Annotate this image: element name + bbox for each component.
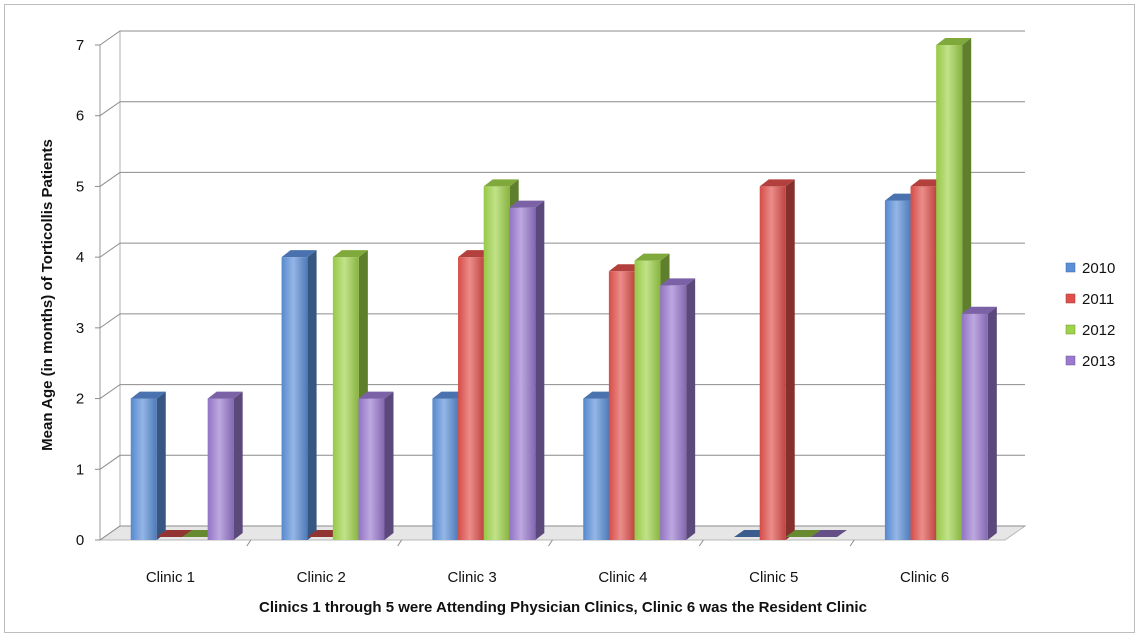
y-axis-label: Mean Age (in months) of Torticollis Pati… [39,139,56,451]
gridline [99,454,1025,470]
y-tick-label: 3 [76,320,84,337]
gridline [99,171,1025,187]
legend-item-2013: 2013 [1065,353,1115,370]
x-tick-label: Clinic 5 [749,569,798,586]
gridline [99,525,1025,541]
y-tick-label: 5 [76,178,84,195]
x-tick-label: Clinic 2 [297,569,346,586]
x-tick-mark [246,539,252,547]
legend-item-2011: 2011 [1065,291,1114,308]
legend-swatch [1065,293,1076,304]
bar-clinic-1-2011 [156,530,193,537]
bar-clinic-5-2013 [811,530,847,537]
x-tick-mark [698,539,704,547]
legend-label: 2012 [1082,322,1115,339]
gridline [99,313,1025,329]
bar-clinic-3-2013 [509,200,545,540]
x-tick-mark [397,539,403,547]
bar-clinic-4-2013 [660,278,696,540]
y-tick-label: 1 [76,461,84,478]
legend-item-2010: 2010 [1065,260,1115,277]
legend-label: 2011 [1082,291,1114,308]
legend-label: 2013 [1082,353,1115,370]
legend-swatch [1065,262,1076,273]
bar-clinic-2-2010 [281,250,317,540]
bar-clinic-6-2013 [961,306,997,540]
gridline [99,384,1025,399]
x-tick-label: Clinic 4 [598,569,647,586]
x-tick-mark [548,539,553,547]
y-tick-labels: 0 1 2 3 4 5 6 7 [76,37,84,549]
legend-swatch [1065,355,1076,366]
y-tick-label: 7 [76,37,84,54]
x-tick-labels: Clinic 1 Clinic 2 Clinic 3 Clinic 4 Clinic 5… [146,539,949,586]
x-tick-label: Clinic 3 [447,569,496,586]
gridline [99,30,1025,46]
legend-item-2012: 2012 [1065,322,1115,339]
legend-label: 2010 [1082,260,1115,277]
gridlines [95,30,1025,541]
bar-clinic-5-2011 [759,179,795,540]
gridline [99,101,1025,117]
bar-clinic-2-2013 [358,391,394,540]
y-tick-label: 0 [76,532,84,549]
x-tick-label: Clinic 1 [146,569,195,586]
bars [130,38,997,541]
legend: 2010 2011 2012 2013 [1065,260,1115,370]
x-tick-label: Clinic 6 [900,569,949,586]
x-tick-mark [849,539,855,547]
x-axis-label: Clinics 1 through 5 were Attending Physi… [259,599,867,616]
bar-clinic-1-2010 [130,391,166,540]
bar-clinic-6-2012 [936,38,972,540]
bar-clinic-5-2012 [785,530,822,537]
gridline [99,242,1025,258]
y-tick-label: 4 [76,249,84,266]
y-tick-label: 2 [76,391,84,408]
bar-clinic-1-2013 [207,391,243,540]
y-tick-label: 6 [76,108,84,125]
legend-swatch [1065,324,1076,335]
